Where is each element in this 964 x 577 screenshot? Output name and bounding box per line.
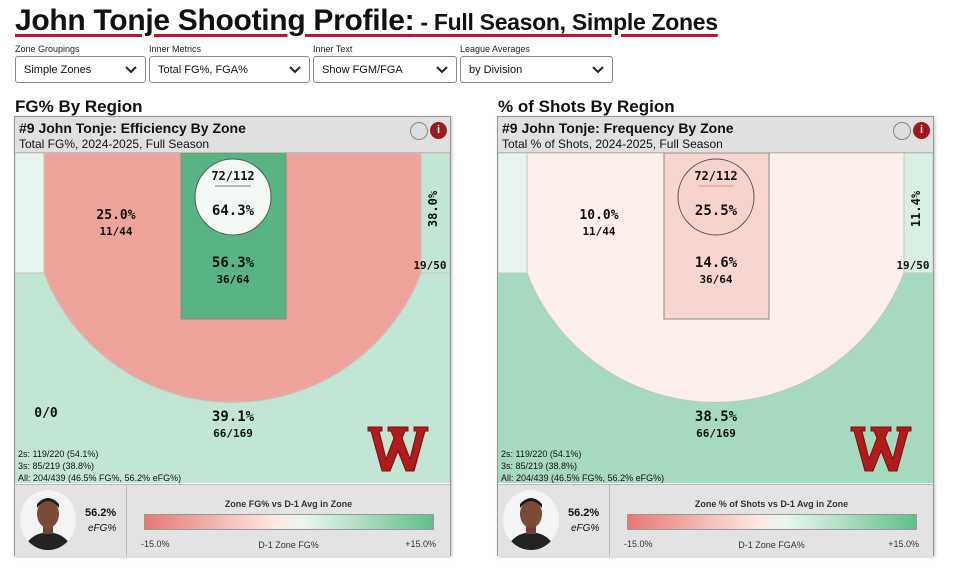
player-avatar <box>20 490 76 550</box>
player-headshot-icon <box>20 490 76 550</box>
inner-metrics-value: Total FG%, FGA% <box>158 63 248 76</box>
league-averages-select[interactable]: by Division <box>460 56 613 83</box>
rim-frac: 72/112 <box>694 169 737 183</box>
zone-right-corner-three <box>420 153 450 274</box>
above-break3-pct: 39.1% <box>212 409 255 425</box>
above-break3-frac: 66/169 <box>213 427 253 440</box>
efficiency-panel: #9 John Tonje: Efficiency By Zone Total … <box>14 116 451 556</box>
legend-max: +15.0% <box>888 539 919 549</box>
chevron-down-icon <box>289 65 301 73</box>
player-headshot-icon <box>503 490 559 550</box>
stats-2s: 2s: 119/220 (54.1%) <box>18 449 99 459</box>
inner-text-label: Inner Text <box>313 44 353 54</box>
zone-left-corner-three <box>15 153 45 274</box>
stats-all: All: 204/439 (46.5% FG%, 56.2% eFG%) <box>501 473 665 483</box>
efg-value: 56.2% <box>85 507 117 519</box>
page-title-main: John Tonje Shooting Profile: <box>15 4 415 37</box>
stats-3s: 3s: 85/219 (38.8%) <box>18 461 95 471</box>
midrange-frac: 11/44 <box>582 225 615 238</box>
efg-label: eFG% <box>88 523 117 534</box>
chevron-down-icon <box>592 65 604 73</box>
midrange-frac: 11/44 <box>99 225 132 238</box>
player-avatar <box>503 490 559 550</box>
panel-subheading: Total FG%, 2024-2025, Full Season <box>19 137 210 151</box>
panel-heading: #9 John Tonje: Frequency By Zone <box>502 120 734 136</box>
inner-metrics-control: Inner Metrics Total FG%, FGA% <box>149 44 310 83</box>
zone-groupings-select[interactable]: Simple Zones <box>15 56 146 83</box>
corner3-pct: 38.0% <box>426 190 440 227</box>
above-break3-frac: 66/169 <box>696 427 736 440</box>
wisconsin-logo <box>367 426 429 472</box>
rim-divider <box>698 185 734 187</box>
league-averages-label: League Averages <box>460 44 530 54</box>
footer-divider <box>609 485 610 556</box>
legend-title: Zone FG% vs D-1 Avg in Zone <box>224 499 353 509</box>
legend-title: Zone % of Shots vs D-1 Avg in Zone <box>694 499 849 509</box>
paint-frac: 36/64 <box>216 273 249 286</box>
stats-all: All: 204/439 (46.5% FG%, 56.2% eFG%) <box>18 473 182 483</box>
chevron-down-icon <box>436 65 448 73</box>
shot-chart: 10.0% 11/44 72/112 25.5% 14.6% 36/64 11.… <box>498 153 933 483</box>
rim-divider <box>215 185 251 187</box>
efg-label: eFG% <box>571 523 600 534</box>
rim-frac: 72/112 <box>211 169 254 183</box>
legend-min: -15.0% <box>624 539 653 549</box>
frequency-panel: #9 John Tonje: Frequency By Zone Total %… <box>497 116 934 556</box>
zone-groupings-label: Zone Groupings <box>15 44 80 54</box>
shot-chart: 25.0% 11/44 72/112 64.3% 56.3% 36/64 38.… <box>15 153 450 483</box>
legend-max: +15.0% <box>405 539 436 549</box>
rim-pct: 25.5% <box>695 203 738 219</box>
efg-value: 56.2% <box>568 507 600 519</box>
corner3-frac: 19/50 <box>896 259 929 272</box>
left-corner3-frac: 0/0 <box>34 406 58 421</box>
chevron-down-icon <box>125 65 137 73</box>
info-icon[interactable]: i <box>913 122 930 139</box>
inner-metrics-label: Inner Metrics <box>149 44 202 54</box>
zone-groupings-control: Zone Groupings Simple Zones <box>15 44 146 83</box>
info-icon[interactable]: i <box>430 122 447 139</box>
legend-min: -15.0% <box>141 539 170 549</box>
rim-pct: 64.3% <box>212 203 255 219</box>
panel-subheading: Total % of Shots, 2024-2025, Full Season <box>502 137 723 151</box>
inner-metrics-select[interactable]: Total FG%, FGA% <box>149 56 310 83</box>
shots-section-title: % of Shots By Region <box>498 97 675 116</box>
footer-divider <box>126 485 127 556</box>
league-averages-control: League Averages by Division <box>460 44 613 83</box>
legend-mid: D-1 Zone FG% <box>258 540 319 550</box>
midrange-pct: 10.0% <box>579 208 618 223</box>
zone-rim <box>194 158 272 236</box>
zone-groupings-value: Simple Zones <box>24 63 92 76</box>
toggle-circle-icon[interactable] <box>410 122 428 140</box>
legend-gradient <box>144 514 434 530</box>
zone-right-corner-three <box>903 153 933 274</box>
stats-2s: 2s: 119/220 (54.1%) <box>501 449 582 459</box>
corner3-pct: 11.4% <box>909 190 923 227</box>
inner-text-control: Inner Text Show FGM/FGA <box>313 44 457 83</box>
inner-text-value: Show FGM/FGA <box>322 63 403 76</box>
legend-mid: D-1 Zone FGA% <box>738 540 805 550</box>
zone-rim <box>677 158 755 236</box>
panel-footer: 56.2% eFG% Zone % of Shots vs D-1 Avg in… <box>498 484 933 556</box>
inner-text-select[interactable]: Show FGM/FGA <box>313 56 457 83</box>
wisconsin-logo <box>850 426 912 472</box>
panel-header: #9 John Tonje: Efficiency By Zone Total … <box>15 117 450 153</box>
zone-left-corner-three <box>498 153 528 274</box>
legend-gradient <box>627 514 917 530</box>
paint-pct: 14.6% <box>695 255 738 271</box>
paint-frac: 36/64 <box>699 273 732 286</box>
panel-heading: #9 John Tonje: Efficiency By Zone <box>19 120 246 136</box>
paint-pct: 56.3% <box>212 255 255 271</box>
corner3-frac: 19/50 <box>413 259 446 272</box>
page-title-sub: - Full Season, Simple Zones <box>414 9 718 35</box>
league-averages-value: by Division <box>469 63 523 76</box>
stats-3s: 3s: 85/219 (38.8%) <box>501 461 578 471</box>
page-title: John Tonje Shooting Profile: - Full Seas… <box>15 4 718 38</box>
toggle-circle-icon[interactable] <box>893 122 911 140</box>
fg-section-title: FG% By Region <box>15 97 143 116</box>
midrange-pct: 25.0% <box>96 208 135 223</box>
panel-header: #9 John Tonje: Frequency By Zone Total %… <box>498 117 933 153</box>
above-break3-pct: 38.5% <box>695 409 738 425</box>
panel-footer: 56.2% eFG% Zone FG% vs D-1 Avg in Zone -… <box>15 484 450 556</box>
